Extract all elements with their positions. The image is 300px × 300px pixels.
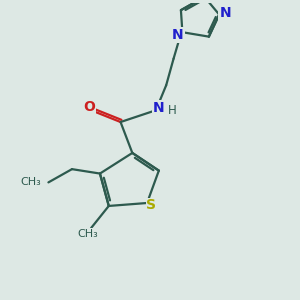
Text: N: N: [219, 6, 231, 20]
Text: H: H: [168, 104, 176, 117]
Text: S: S: [146, 198, 157, 212]
Text: O: O: [84, 100, 96, 114]
Text: CH₃: CH₃: [78, 229, 98, 239]
Text: N: N: [152, 101, 164, 115]
Text: CH₃: CH₃: [20, 177, 41, 188]
Text: N: N: [172, 28, 184, 42]
